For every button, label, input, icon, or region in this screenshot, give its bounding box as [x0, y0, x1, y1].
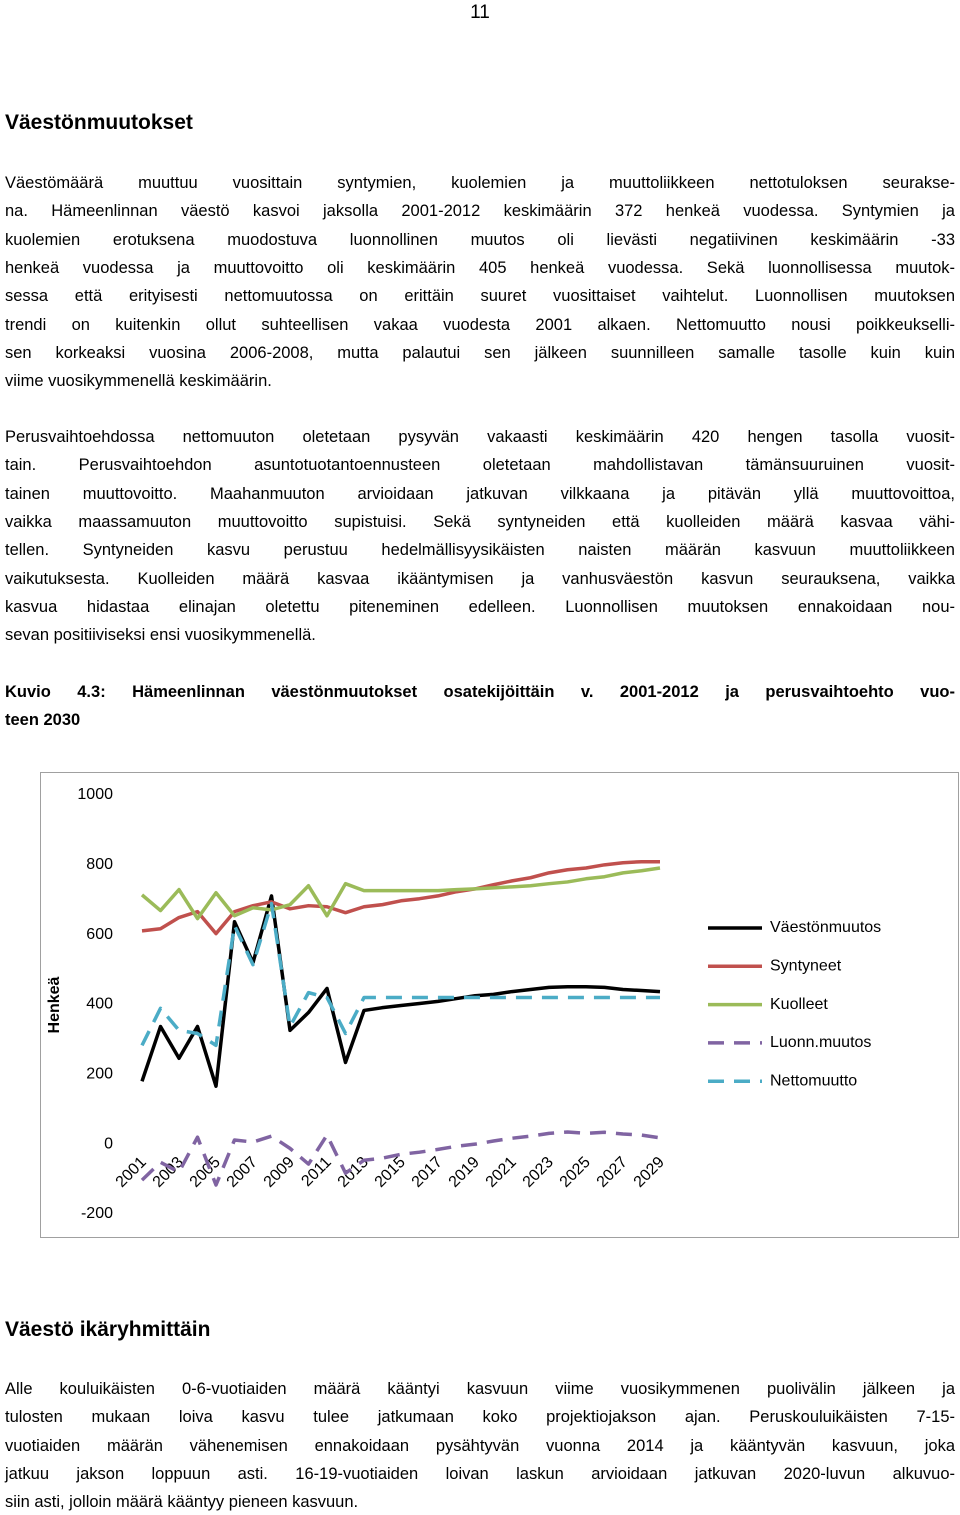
y-tick-label: 600	[86, 926, 113, 943]
text-line: tain. Perusvaihtoehdon asuntotuotantoenn…	[5, 456, 955, 475]
text-line: na. Hämeenlinnan väestö kasvoi jaksolla …	[5, 202, 955, 221]
y-tick-label: 800	[86, 856, 113, 873]
data-line	[140, 901, 660, 1048]
x-tick-label: 2001	[113, 1154, 150, 1191]
text-line: siin asti, jolloin määrä kääntyy pieneen…	[5, 1493, 359, 1512]
text-line: viime vuosikymmenellä keskimäärin.	[5, 372, 272, 391]
legend-label: Väestönmuutos	[770, 919, 881, 936]
x-tick-label: 2025	[557, 1154, 594, 1191]
text-line: trendi on kuitenkin ollut suhteellisen v…	[5, 315, 955, 334]
x-tick-label: 2029	[631, 1154, 668, 1191]
data-line	[140, 1130, 661, 1187]
x-tick-label: 2007	[224, 1154, 261, 1191]
text-line: Alle kouluikäisten 0-6-vuotiaiden määrä …	[5, 1380, 955, 1398]
y-axis-label: Henkeä	[46, 976, 63, 1033]
x-tick-label: 2021	[483, 1154, 520, 1191]
x-tick-label: 2023	[520, 1154, 557, 1191]
y-tick-label: -200	[81, 1205, 113, 1222]
text-line: jatkuu jakson loppuun asti. 16-19-vuotia…	[5, 1464, 955, 1483]
data-line	[140, 894, 661, 1088]
x-tick-label: 2009	[261, 1154, 298, 1191]
text-line: kasvua hidastaa elinajan oletettu pitene…	[5, 597, 955, 616]
text-line: Perusvaihtoehdossa nettomuuton oletetaan…	[5, 428, 955, 446]
legend-label: Luonn.muutos	[770, 1034, 871, 1051]
y-tick-label: 1000	[77, 786, 113, 803]
text-line: vuotiaiden määrän vähenemisen ennakoidaa…	[5, 1436, 955, 1455]
figure-caption: teen 2030	[5, 711, 81, 730]
text-line: sessa että erityisesti nettomuutossa on …	[5, 287, 955, 306]
text-line: sevan positiiviseksi ensi vuosikymmenell…	[5, 626, 316, 645]
heading: Väestö ikäryhmittäin	[5, 1318, 211, 1341]
x-tick-label: 2017	[409, 1154, 446, 1191]
x-tick-label: 2019	[446, 1154, 483, 1191]
x-tick-label: 2003	[150, 1154, 187, 1191]
text-line: henkeä vuodessa ja muuttovoitto oli kesk…	[5, 258, 955, 277]
data-line	[141, 859, 660, 936]
text-line: sen korkeaksi vuosina 2006-2008, mutta p…	[5, 343, 955, 362]
text-line: vaikka maassamuuton muuttovoitto supistu…	[5, 512, 955, 531]
legend-label: Nettomuutto	[770, 1072, 857, 1089]
page-number: 11	[470, 2, 490, 23]
y-tick-label: 400	[86, 996, 113, 1013]
text-line: Väestömäärä muuttuu vuosittain syntymien…	[5, 174, 955, 192]
text-line: kuolemien erotuksena muodostuva luonnoll…	[5, 230, 955, 249]
x-tick-label: 2015	[372, 1154, 409, 1191]
legend-label: Kuolleet	[770, 996, 828, 1013]
figure-caption: Kuvio 4.3: Hämeenlinnan väestönmuutokset…	[5, 683, 955, 701]
text-line: tainen muuttovoitto. Maahanmuuton arvioi…	[5, 484, 955, 503]
legend-label: Syntyneet	[770, 958, 842, 975]
y-tick-label: 0	[104, 1135, 113, 1152]
y-tick-label: 200	[86, 1066, 113, 1083]
heading: Väestönmuutokset	[5, 111, 193, 134]
x-tick-label: 2027	[594, 1154, 631, 1191]
text-line: vaikutuksesta. Kuolleiden määrä kasvaa i…	[5, 569, 955, 588]
data-line	[140, 866, 661, 921]
text-line: tulosten mukaan loiva kasvu tulee jatkum…	[5, 1408, 955, 1427]
chart-frame	[40, 772, 959, 1238]
text-line: tellen. Syntyneiden kasvu perustuu hedel…	[5, 541, 955, 560]
